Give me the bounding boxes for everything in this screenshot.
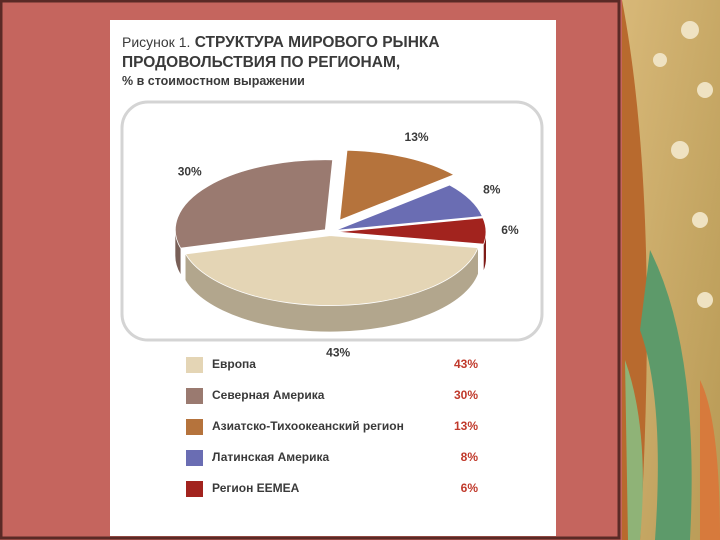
slice [184, 235, 479, 306]
pie-frame [120, 100, 544, 342]
figure-label: Рисунок 1. [122, 34, 191, 50]
slice [174, 159, 334, 249]
legend-value: 6% [461, 481, 479, 495]
legend-value: 30% [454, 388, 478, 402]
slide-frame [0, 0, 621, 540]
legend-value: 43% [454, 357, 478, 371]
slice-side [185, 247, 478, 332]
legend-value: 13% [454, 419, 478, 433]
legend-swatch [186, 450, 203, 466]
title-block: Рисунок 1. СТРУКТУРА МИРОВОГО РЫНКА ПРОД… [122, 32, 502, 89]
chart-title: СТРУКТУРА МИРОВОГО РЫНКА ПРОДОВОЛЬСТВИЯ … [122, 34, 440, 71]
legend-label: Латинская Америка [212, 450, 330, 464]
slice-side [483, 231, 486, 271]
legend-swatch [186, 388, 203, 404]
chart-subtitle: % в стоимостном выражении [122, 74, 305, 88]
data-label: 30% [178, 164, 202, 178]
data-label: 13% [405, 130, 429, 144]
legend-swatch [186, 357, 203, 373]
slice [339, 149, 455, 221]
data-label: 8% [483, 182, 501, 196]
legend-swatch [186, 481, 203, 497]
legend-value: 8% [461, 450, 479, 464]
data-label: 6% [501, 223, 519, 237]
slice [335, 184, 483, 231]
legend-label: Азиатско-Тихоокеанский регион [212, 419, 404, 433]
decoration [622, 0, 720, 540]
slice-side [175, 229, 181, 275]
data-label: 43% [326, 346, 350, 360]
legend-label: Регион EEMEA [212, 481, 300, 495]
legend-label: Северная Америка [212, 388, 325, 402]
legend-swatch [186, 419, 203, 435]
slice [335, 217, 487, 245]
legend-label: Европа [212, 357, 256, 371]
